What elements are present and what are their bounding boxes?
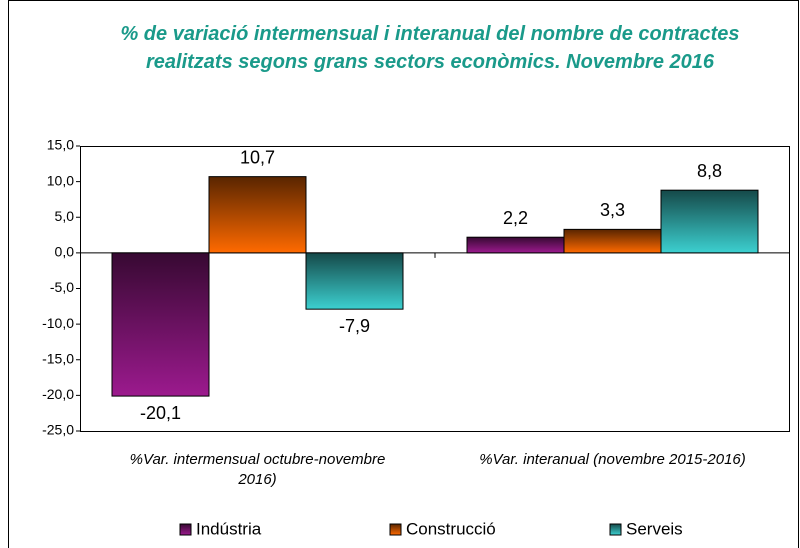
legend-label: Construcció [406, 519, 496, 538]
y-tick-label: 10,0 [47, 172, 74, 188]
data-label: -20,1 [140, 403, 181, 423]
legend-label: Serveis [626, 519, 683, 538]
data-label: 2,2 [503, 208, 528, 228]
legend-swatch [179, 523, 192, 536]
y-tick-label: -5,0 [50, 279, 74, 295]
y-tick-label: -20,0 [42, 386, 74, 402]
y-tick-label: -25,0 [42, 422, 74, 438]
y-tick-label: -10,0 [42, 315, 74, 331]
data-label: 8,8 [697, 161, 722, 181]
chart-border [8, 0, 799, 548]
chart-title: % de variació intermensual i interanual … [120, 23, 740, 73]
bar [305, 252, 404, 310]
y-tick-label: 5,0 [55, 208, 75, 224]
bar [660, 189, 759, 254]
bar [111, 252, 210, 397]
bar [563, 228, 662, 254]
data-label: 3,3 [600, 200, 625, 220]
data-label: -7,9 [339, 316, 370, 336]
plot-border [80, 146, 790, 432]
data-label: 10,7 [240, 147, 275, 167]
x-tick-label: %Var. intermensual octubre-novembre 2016… [129, 451, 386, 488]
y-tick-label: 0,0 [55, 244, 75, 260]
legend-label: Indústria [196, 519, 262, 538]
bar [208, 176, 307, 254]
bar [466, 236, 565, 254]
y-tick-label: 15,0 [47, 137, 74, 153]
legend-swatch [389, 523, 402, 536]
y-tick-label: -15,0 [42, 350, 74, 366]
x-tick-label: %Var. interanual (novembre 2015-2016) [479, 451, 746, 468]
legend-swatch [609, 523, 622, 536]
